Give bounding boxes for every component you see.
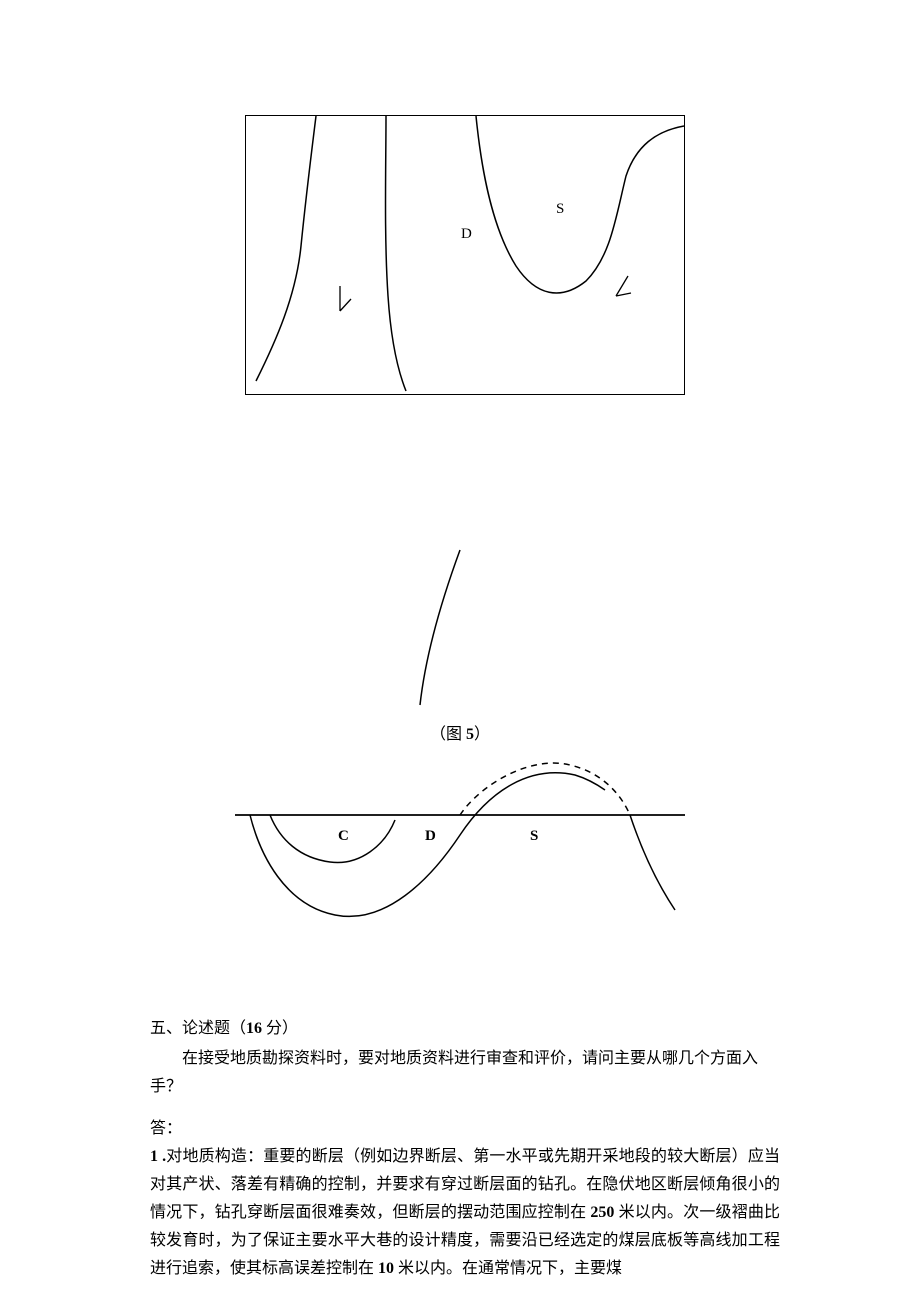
curve-left bbox=[256, 116, 316, 381]
section-title: 五、论述题（16 分） bbox=[150, 1015, 780, 1043]
question-text: 在接受地质勘探资料时，要对地质资料进行审查和评价，请问主要从哪几个方面入手？ bbox=[150, 1045, 780, 1101]
label-S-bottom: S bbox=[530, 828, 538, 845]
section-num: 五、论述题（ bbox=[150, 1020, 246, 1037]
label-C-bottom: C bbox=[338, 828, 349, 845]
section-unit: 分） bbox=[262, 1020, 298, 1037]
answer-paragraph: 1 .对地质构造：重要的断层（例如边界断层、第一水平或先期开采地段的较大断层）应… bbox=[150, 1143, 780, 1283]
section-points: 16 bbox=[246, 1020, 262, 1037]
tick-mark-right bbox=[616, 276, 631, 296]
caption-number: 5 bbox=[466, 726, 474, 743]
figure-top-geological-map: D S bbox=[245, 115, 685, 395]
answer-label: 答： bbox=[150, 1115, 780, 1143]
value-250: 250 bbox=[590, 1204, 614, 1221]
label-S-top: S bbox=[556, 201, 564, 218]
caption-prefix: （图 bbox=[430, 726, 466, 743]
label-D-top: D bbox=[461, 226, 472, 243]
caption-suffix: ） bbox=[474, 726, 490, 743]
label-D-bottom: D bbox=[425, 828, 436, 845]
text-content: 五、论述题（16 分） 在接受地质勘探资料时，要对地质资料进行审查和评价，请问主… bbox=[150, 1015, 780, 1283]
curve-right bbox=[476, 116, 684, 293]
curve-center bbox=[386, 116, 407, 391]
figure-middle-curve bbox=[370, 540, 470, 710]
value-10: 10 bbox=[378, 1260, 394, 1277]
solid-curve-right bbox=[630, 815, 675, 910]
answer-body-3: 米以内。在通常情况下，主要煤 bbox=[394, 1260, 622, 1277]
answer-num: 1 . bbox=[150, 1148, 166, 1165]
tick-mark-left bbox=[340, 286, 351, 311]
figure-caption: （图 5） bbox=[0, 720, 920, 744]
curve-middle bbox=[420, 550, 460, 705]
inner-curve bbox=[270, 815, 395, 862]
figure-bottom-cross-section: C D S bbox=[230, 750, 690, 950]
